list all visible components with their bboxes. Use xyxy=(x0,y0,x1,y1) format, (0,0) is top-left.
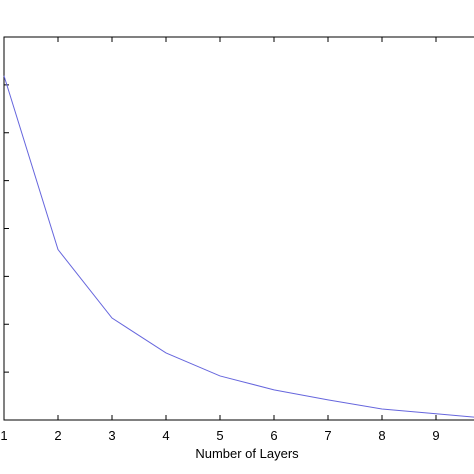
x-axis-label: Number of Layers xyxy=(195,446,299,461)
x-tick-label: 3 xyxy=(108,428,115,443)
x-tick-label: 9 xyxy=(432,428,439,443)
x-tick-label: 1 xyxy=(0,428,7,443)
plot-frame xyxy=(3,36,474,421)
x-tick-label: 5 xyxy=(216,428,223,443)
x-tick-label: 8 xyxy=(378,428,385,443)
x-tick-label: 6 xyxy=(270,428,277,443)
x-tick-label: 4 xyxy=(162,428,169,443)
x-tick-label: 2 xyxy=(54,428,61,443)
x-tick-label: 7 xyxy=(324,428,331,443)
line-series xyxy=(3,75,474,418)
